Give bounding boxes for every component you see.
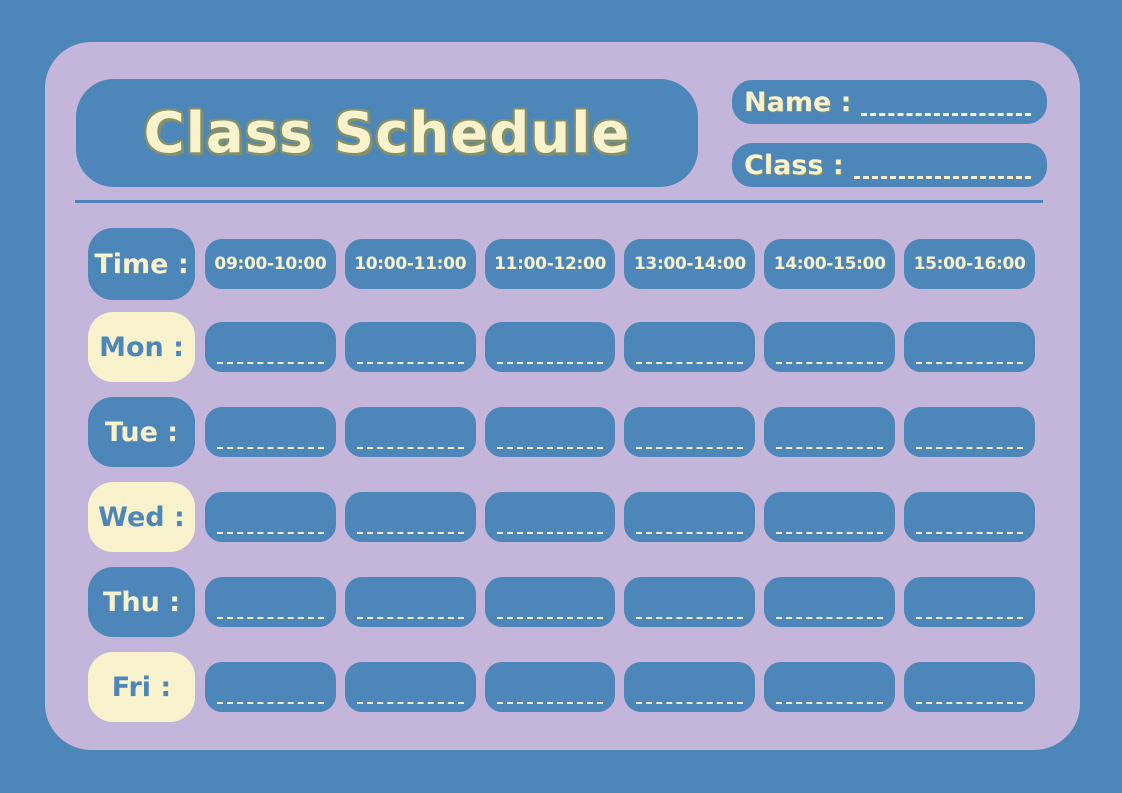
schedule-cell[interactable]	[205, 407, 336, 457]
cell-write-line	[217, 447, 324, 449]
schedule-cell[interactable]	[205, 322, 336, 372]
time-slots: 09:00-10:00 10:00-11:00 11:00-12:00 13:00-1…	[205, 239, 1035, 289]
cell-write-line	[356, 617, 464, 619]
time-slot: 13:00-14:00	[624, 239, 756, 289]
day-row: Thu :	[88, 567, 1035, 637]
divider	[75, 200, 1043, 203]
schedule-grid: Time : 09:00-10:00 10:00-11:00 11:00-12:00…	[88, 228, 1035, 737]
cell-write-line	[217, 532, 324, 534]
schedule-cell[interactable]	[764, 492, 896, 542]
schedule-cell[interactable]	[484, 407, 616, 457]
name-label: Name :	[744, 86, 852, 118]
cell-write-line	[776, 362, 884, 364]
schedule-cell[interactable]	[624, 577, 756, 627]
day-row: Wed :	[88, 482, 1035, 552]
cell-write-line	[356, 702, 464, 704]
name-field[interactable]: Name :	[732, 80, 1047, 124]
schedule-card: Class Schedule Name : Class : Time : 09:…	[45, 42, 1080, 750]
class-field[interactable]: Class :	[732, 143, 1047, 187]
cell-write-line	[496, 617, 604, 619]
time-slot: 14:00-15:00	[764, 239, 896, 289]
cell-write-line	[356, 447, 464, 449]
page-title: Class Schedule	[143, 100, 631, 166]
schedule-cell[interactable]	[904, 577, 1035, 627]
cell-write-line	[496, 532, 604, 534]
cell-write-line	[496, 702, 604, 704]
schedule-cell[interactable]	[764, 662, 896, 712]
cell-write-line	[916, 532, 1023, 534]
schedule-cell[interactable]	[484, 577, 616, 627]
cell-write-line	[636, 702, 744, 704]
header: Class Schedule Name : Class :	[76, 79, 1047, 187]
day-row: Mon :	[88, 312, 1035, 382]
schedule-cell[interactable]	[764, 407, 896, 457]
cell-write-line	[776, 532, 884, 534]
class-input-line[interactable]	[853, 165, 1031, 179]
day-label: Thu :	[88, 567, 195, 637]
title-box: Class Schedule	[76, 79, 698, 187]
cell-write-line	[356, 532, 464, 534]
cell-write-line	[916, 362, 1023, 364]
cell-write-line	[636, 362, 744, 364]
cell-write-line	[916, 617, 1023, 619]
cell-write-line	[776, 617, 884, 619]
time-slot: 10:00-11:00	[344, 239, 476, 289]
schedule-cell[interactable]	[764, 322, 896, 372]
schedule-cell[interactable]	[904, 407, 1035, 457]
day-label: Mon :	[88, 312, 195, 382]
time-slot: 11:00-12:00	[484, 239, 616, 289]
time-slot: 15:00-16:00	[904, 239, 1035, 289]
cell-write-line	[217, 702, 324, 704]
schedule-cell[interactable]	[484, 662, 616, 712]
schedule-cell[interactable]	[904, 492, 1035, 542]
schedule-cell[interactable]	[484, 492, 616, 542]
cell-write-line	[496, 362, 604, 364]
header-fields: Name : Class :	[732, 79, 1047, 187]
schedule-cell[interactable]	[904, 322, 1035, 372]
time-header-row: Time : 09:00-10:00 10:00-11:00 11:00-12:00…	[88, 228, 1035, 300]
schedule-cell[interactable]	[764, 577, 896, 627]
day-cells	[205, 407, 1035, 457]
cell-write-line	[776, 702, 884, 704]
schedule-cell[interactable]	[904, 662, 1035, 712]
schedule-cell[interactable]	[344, 322, 476, 372]
schedule-cell[interactable]	[624, 492, 756, 542]
schedule-cell[interactable]	[624, 322, 756, 372]
cell-write-line	[916, 447, 1023, 449]
day-cells	[205, 662, 1035, 712]
day-cells	[205, 577, 1035, 627]
class-label: Class :	[744, 149, 844, 181]
schedule-cell[interactable]	[624, 662, 756, 712]
schedule-cell[interactable]	[624, 407, 756, 457]
cell-write-line	[636, 617, 744, 619]
schedule-cell[interactable]	[344, 407, 476, 457]
schedule-cell[interactable]	[344, 662, 476, 712]
day-label: Fri :	[88, 652, 195, 722]
schedule-cell[interactable]	[205, 577, 336, 627]
schedule-cell[interactable]	[205, 492, 336, 542]
day-cells	[205, 492, 1035, 542]
schedule-cell[interactable]	[205, 662, 336, 712]
schedule-cell[interactable]	[484, 322, 616, 372]
cell-write-line	[636, 532, 744, 534]
cell-write-line	[217, 617, 324, 619]
schedule-cell[interactable]	[344, 577, 476, 627]
time-slot: 09:00-10:00	[205, 239, 336, 289]
cell-write-line	[916, 702, 1023, 704]
cell-write-line	[496, 447, 604, 449]
cell-write-line	[776, 447, 884, 449]
day-row: Fri :	[88, 652, 1035, 722]
day-label: Tue :	[88, 397, 195, 467]
time-label: Time :	[88, 228, 195, 300]
schedule-cell[interactable]	[344, 492, 476, 542]
cell-write-line	[636, 447, 744, 449]
day-label: Wed :	[88, 482, 195, 552]
day-row: Tue :	[88, 397, 1035, 467]
day-cells	[205, 322, 1035, 372]
cell-write-line	[217, 362, 324, 364]
cell-write-line	[356, 362, 464, 364]
name-input-line[interactable]	[861, 102, 1031, 116]
